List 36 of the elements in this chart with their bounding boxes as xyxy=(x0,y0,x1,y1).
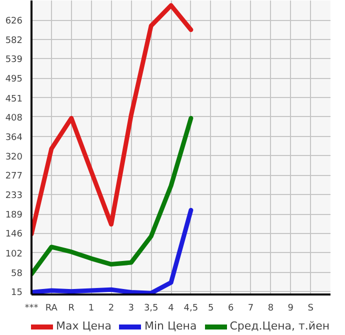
y-tick-label: 233 xyxy=(5,191,23,202)
y-tick-label: 189 xyxy=(5,210,23,221)
y-tick-label: 582 xyxy=(5,36,23,46)
x-tick-label: RA xyxy=(45,304,58,314)
y-tick-label: 277 xyxy=(5,172,23,182)
x-tick-label: 2 xyxy=(108,304,114,314)
x-tick-label: 3 xyxy=(128,304,134,314)
x-tick-label: 9 xyxy=(288,304,294,314)
y-tick-label: 15 xyxy=(11,288,22,298)
x-tick-label: 5 xyxy=(208,304,214,314)
y-tick-label: 626 xyxy=(5,16,23,27)
x-tick-label: 6 xyxy=(228,304,234,314)
x-tick-label: 1 xyxy=(88,304,94,314)
y-tick-label: 58 xyxy=(11,268,23,279)
y-tick-label: 408 xyxy=(5,113,23,124)
x-tick-label: 3,5 xyxy=(144,304,158,314)
y-tick-label: 451 xyxy=(5,94,23,104)
y-tick-label: 364 xyxy=(5,132,23,143)
y-tick-label: 539 xyxy=(5,55,23,66)
line-series xyxy=(32,208,194,294)
line-series xyxy=(32,116,194,276)
legend-label: Сред.Цена, т.йен xyxy=(230,320,330,332)
y-tick-label: 495 xyxy=(5,74,23,85)
y-tick-label: 146 xyxy=(5,230,23,240)
x-tick-label: 4 xyxy=(168,304,174,314)
x-tick-label: 8 xyxy=(268,304,274,314)
x-tick-label: R xyxy=(68,304,75,314)
x-tick-label: *** xyxy=(24,304,39,314)
legend-label: Min Цена xyxy=(144,320,197,332)
x-tick-label: 7 xyxy=(248,304,254,314)
line-series xyxy=(32,3,194,236)
y-tick-label: 102 xyxy=(5,249,23,260)
x-tick-label: 4,5 xyxy=(184,304,198,314)
legend-label: Max Цена xyxy=(56,320,112,332)
x-tick-label: S xyxy=(308,304,314,314)
y-tick-label: 320 xyxy=(5,152,23,162)
